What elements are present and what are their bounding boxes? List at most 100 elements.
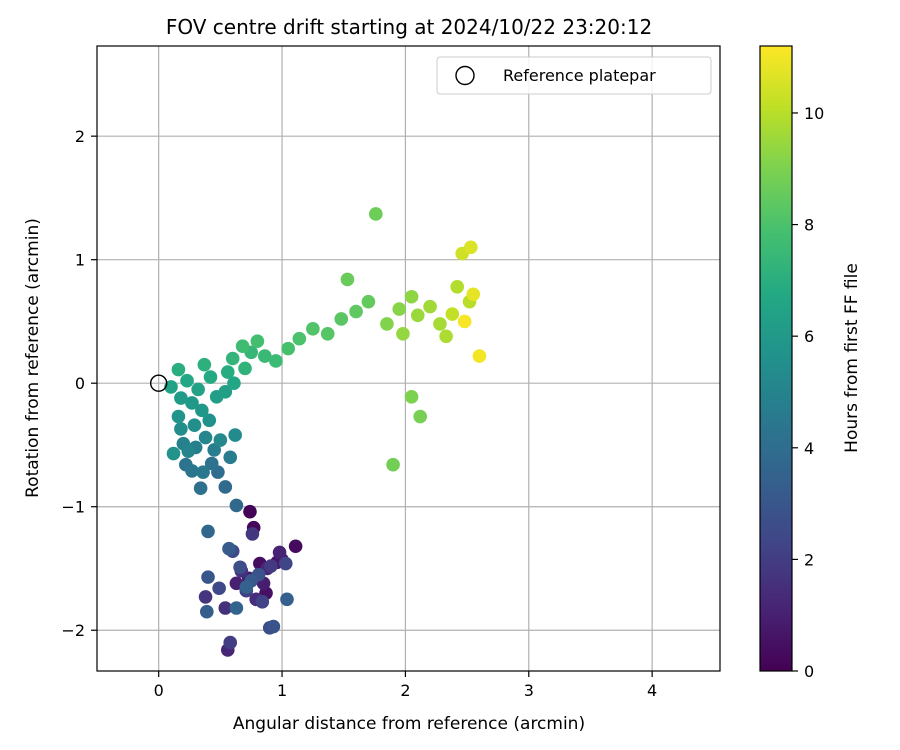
- reference-marker-group: [149, 374, 168, 392]
- scatter-point: [269, 354, 283, 368]
- scatter-point: [250, 334, 265, 349]
- scatter-point: [255, 595, 270, 609]
- colorbar-tick-label: 6: [804, 327, 814, 346]
- scatter-point: [180, 373, 194, 388]
- colorbar-gradient: [759, 45, 793, 672]
- scatter-point: [361, 294, 376, 309]
- scatter-point: [198, 590, 213, 604]
- colorbar-tick-label: 4: [804, 439, 814, 458]
- scatter-point: [201, 524, 215, 539]
- legend-marker-reference: [455, 65, 475, 86]
- scatter-point: [245, 527, 260, 541]
- y-axis-ticks: −2 −1 0 1 2: [61, 127, 97, 640]
- legend-box: [436, 56, 712, 95]
- x-tick-label: 1: [277, 681, 287, 700]
- scatter-point: [404, 289, 419, 304]
- scatter-point: [218, 480, 233, 494]
- colorbar-tick-label: 10: [804, 104, 824, 123]
- scatter-point: [195, 403, 209, 418]
- colorbar-tick-label: 8: [804, 216, 814, 235]
- scatter-point: [281, 341, 296, 356]
- y-axis-label: Rotation from reference (arcmin): [23, 218, 43, 498]
- scatter-point: [369, 207, 383, 221]
- x-tick-label: 4: [647, 681, 657, 700]
- scatter-point: [238, 361, 252, 376]
- x-axis-ticks: 0 1 2 3 4: [154, 671, 657, 700]
- scatter-point: [203, 370, 218, 384]
- scatter-point: [392, 302, 407, 316]
- scatter-point: [218, 385, 233, 399]
- scatter-point: [222, 541, 236, 556]
- plot-frame: [96, 45, 721, 672]
- scatter-point: [174, 422, 188, 436]
- colorbar-tick-label: 0: [804, 662, 814, 681]
- y-tick-label: 0: [75, 374, 85, 393]
- scatter-point: [229, 601, 244, 615]
- y-tick-label: −2: [61, 621, 85, 640]
- scatter-point: [198, 430, 213, 445]
- scatter-point: [201, 570, 215, 584]
- legend: Reference platepar: [436, 56, 712, 95]
- scatter-point: [191, 382, 205, 397]
- scatter-point: [423, 299, 437, 314]
- scatter-point: [193, 481, 208, 495]
- colorbar-label: Hours from first FF file: [842, 263, 862, 453]
- reference-platepar-marker: [149, 374, 168, 392]
- scatter-point: [280, 592, 294, 607]
- scatter-point: [288, 539, 303, 554]
- y-tick-label: 1: [75, 251, 85, 270]
- scatter-point: [204, 456, 219, 471]
- x-axis-label: Angular distance from reference (arcmin): [233, 714, 585, 734]
- scatter-point: [410, 308, 425, 323]
- scatter-point: [320, 326, 335, 341]
- scatter-point: [164, 380, 178, 394]
- scatter-point: [197, 357, 212, 372]
- legend-label-reference: Reference platepar: [503, 66, 656, 85]
- scatter-point: [239, 580, 254, 594]
- scatter-points: [164, 207, 487, 657]
- scatter-point: [187, 418, 202, 432]
- scatter-point: [212, 581, 226, 596]
- scatter-point: [171, 362, 186, 377]
- scatter-point: [457, 314, 472, 329]
- colorbar-ticks: 0 2 4 6 8 10: [792, 104, 824, 681]
- scatter-point: [278, 556, 293, 571]
- scatter-point: [349, 304, 363, 319]
- scatter-point: [340, 272, 355, 287]
- y-tick-label: −1: [61, 498, 85, 517]
- scatter-point: [223, 635, 238, 650]
- scatter-point: [404, 389, 419, 404]
- scatter-point: [202, 413, 217, 428]
- scatter-point: [243, 504, 257, 519]
- chart-title: FOV centre drift starting at 2024/10/22 …: [166, 15, 652, 39]
- colorbar-tick-label: 2: [804, 550, 814, 569]
- scatter-point: [227, 376, 241, 391]
- scatter-point: [207, 443, 221, 457]
- scatter-point: [450, 280, 465, 294]
- scatter-point: [264, 559, 278, 573]
- scatter-point: [185, 396, 199, 410]
- scatter-point: [181, 444, 196, 458]
- scatter-point: [213, 433, 228, 447]
- scatter-point: [266, 619, 281, 634]
- scatter-point: [396, 326, 410, 341]
- scatter-point: [386, 457, 400, 472]
- scatter-point: [229, 498, 244, 513]
- scatter-point: [185, 464, 199, 478]
- scatter-point: [445, 307, 460, 321]
- scatter-point: [257, 349, 272, 363]
- scatter-point: [334, 312, 349, 326]
- scatter-point: [174, 391, 188, 405]
- scatter-point: [225, 351, 240, 366]
- scatter-point: [439, 329, 453, 344]
- scatter-point: [196, 465, 210, 479]
- scatter-point: [433, 317, 447, 331]
- scatter-point: [466, 287, 481, 302]
- scatter-point: [223, 450, 238, 465]
- x-tick-label: 2: [400, 681, 410, 700]
- scatter-point: [272, 545, 287, 560]
- scatter-point: [380, 317, 394, 331]
- scatter-point: [413, 409, 428, 424]
- scatter-point: [464, 240, 478, 255]
